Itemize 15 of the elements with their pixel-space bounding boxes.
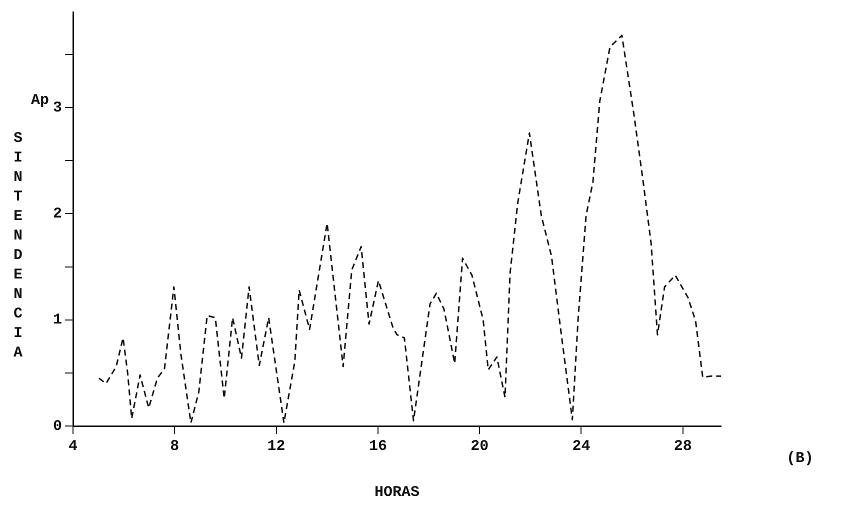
x-tick-label: 28 — [674, 438, 692, 455]
text: Ap SINTENDENCIA — [13, 92, 50, 362]
x-tick-label: 4 — [68, 438, 78, 455]
line-series — [98, 34, 721, 424]
text: (B) — [786, 450, 814, 467]
x-tick-label: 20 — [470, 438, 489, 455]
x-tick-label: 24 — [572, 438, 590, 455]
x-axis-title: HORAS — [374, 484, 420, 501]
y-tick-label: 3 — [52, 99, 62, 116]
x-tick-label: 12 — [267, 438, 286, 455]
y-tick-label: 2 — [52, 205, 62, 222]
y-tick-label: 1 — [52, 312, 62, 329]
x-tick-label: 8 — [170, 438, 180, 455]
x-tick-label: 16 — [368, 438, 387, 455]
y-tick-label: 0 — [52, 418, 62, 435]
